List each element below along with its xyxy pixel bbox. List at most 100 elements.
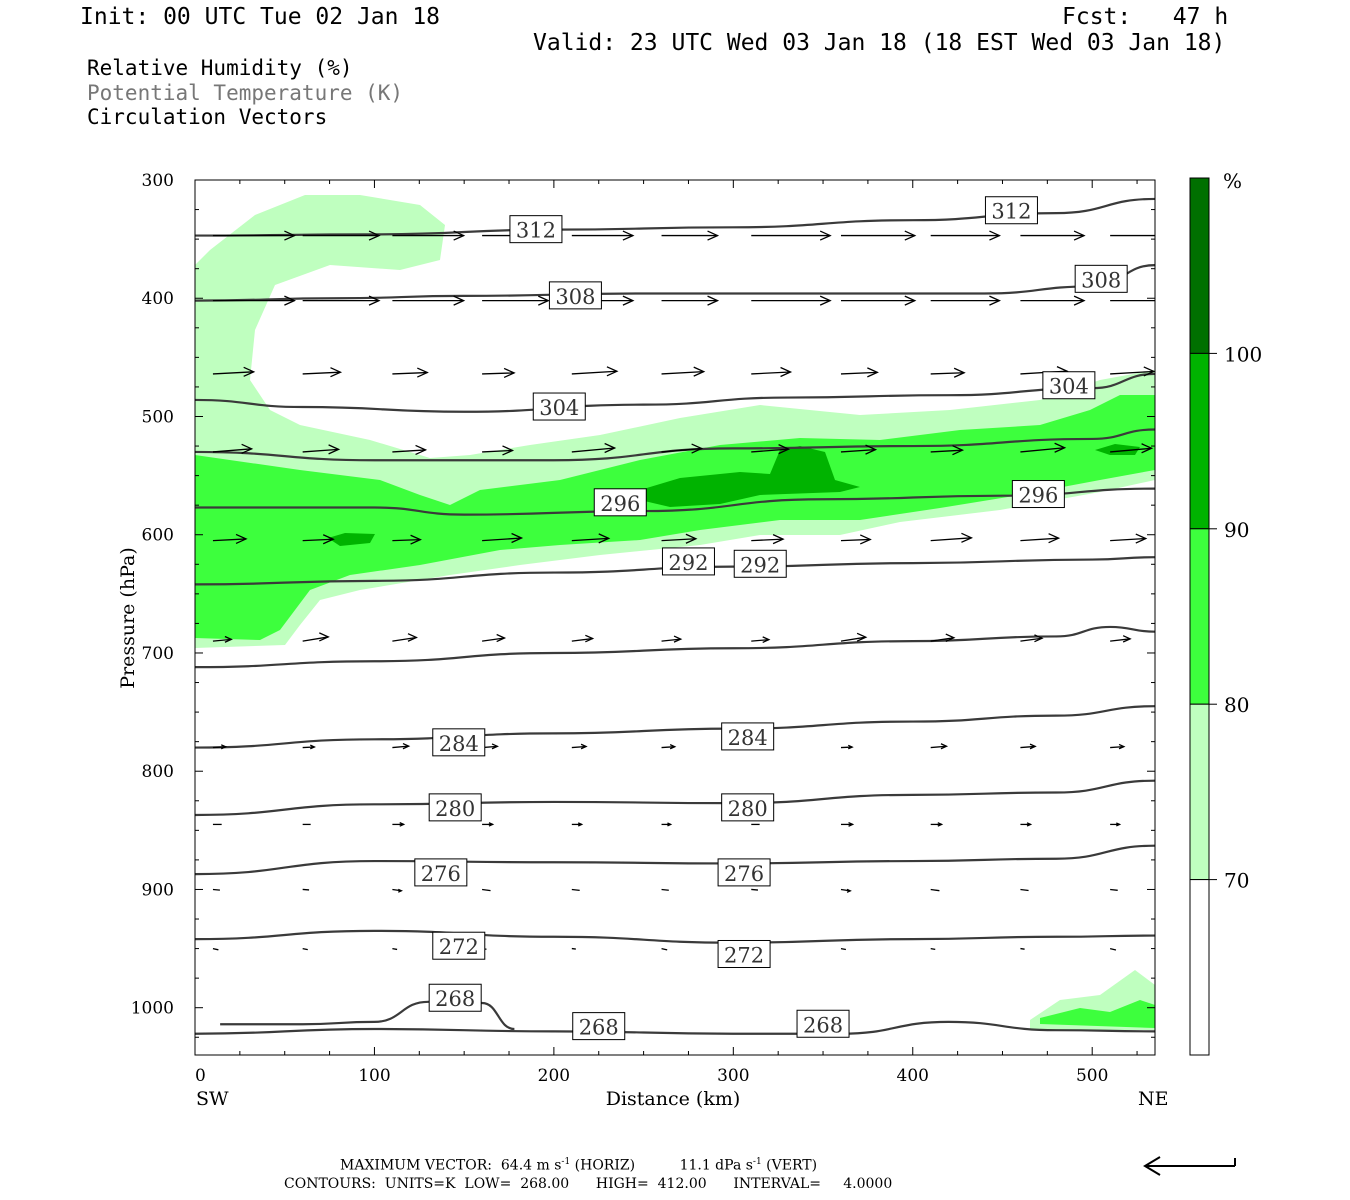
circulation-vector	[212, 947, 219, 951]
theta-contour-296	[195, 487, 1155, 516]
circulation-vector	[751, 371, 791, 375]
circulation-vector	[1020, 537, 1059, 542]
circulation-vector-head	[819, 295, 832, 306]
circulation-vector-head	[989, 295, 1002, 306]
circulation-vector-head	[961, 532, 974, 543]
circulation-vector-head	[1073, 295, 1086, 306]
circulation-vector-head	[1141, 443, 1154, 454]
x-tick-label: 500	[1076, 1066, 1108, 1086]
circulation-vector-head	[410, 534, 422, 545]
circulation-vector-head	[691, 443, 704, 454]
circulation-vector	[302, 636, 329, 642]
circulation-vector-head	[503, 367, 516, 379]
circulation-vector-head	[402, 743, 411, 750]
circulation-vector-head	[1073, 230, 1086, 241]
max-vector-line: MAXIMUM VECTOR: 64.4 m s-1 (HORIZ) 11.1 …	[340, 1157, 817, 1174]
circulation-vector-head	[1034, 634, 1044, 643]
circulation-vector	[840, 746, 853, 749]
theta-contour-296	[195, 428, 1155, 462]
circulation-vector-head	[846, 888, 852, 893]
circulation-vector	[571, 637, 593, 642]
theta-label: 292	[740, 553, 780, 577]
circulation-vector	[482, 637, 505, 642]
circulation-vector	[751, 888, 759, 891]
colorbar-label: 80	[1224, 693, 1249, 717]
theta-label-box	[721, 793, 775, 822]
theta-label-box	[717, 939, 771, 968]
circulation-vector	[212, 888, 220, 891]
circulation-vector	[930, 637, 954, 642]
circulation-vector	[302, 371, 341, 375]
circulation-vector	[571, 537, 609, 542]
circulation-vector-head	[707, 230, 720, 241]
circulation-vector	[930, 537, 972, 542]
colorbar-segment	[1189, 528, 1210, 705]
circulation-vector	[661, 947, 668, 951]
y-tick-label: 700	[142, 644, 174, 664]
rh-90-100-area-ne	[1095, 444, 1140, 455]
circulation-vector-head	[322, 534, 335, 545]
y-tick-label: 500	[142, 407, 174, 427]
legend-potential-temperature: Potential Temperature (K)	[87, 81, 404, 105]
circulation-vector	[392, 449, 426, 453]
circulation-vector	[840, 448, 876, 453]
theta-label: 268	[435, 987, 475, 1011]
colorbar-segment	[1189, 177, 1210, 354]
theta-label: 296	[600, 492, 640, 516]
circulation-vector-head	[685, 533, 698, 544]
colorbar-label: 70	[1224, 869, 1249, 893]
circulation-vector	[1020, 888, 1029, 892]
circulation-vector-head	[585, 634, 595, 643]
circulation-vector-head	[241, 443, 254, 454]
theta-contour-268	[195, 1020, 1155, 1035]
circulation-vector-head	[310, 744, 316, 750]
circulation-vector-head	[707, 295, 720, 306]
max-vector-exponent-2: -1	[752, 1157, 762, 1167]
theta-label-box	[796, 1009, 850, 1038]
potential-temperature-contours	[195, 197, 1155, 1035]
y-tick-label: 800	[142, 762, 174, 782]
circulation-vector-head	[1118, 743, 1126, 750]
reference-vector-icon	[1143, 1156, 1236, 1176]
theta-label-box	[572, 1012, 626, 1041]
circulation-vector-head	[693, 366, 706, 377]
potential-temperature-labels: 312 312 308 308 304 304 296 296 292 292 284 284 280 2…	[414, 196, 1128, 1041]
circulation-vector	[1110, 537, 1146, 542]
circulation-vector-head	[847, 744, 854, 750]
x-tick-label: 300	[717, 1066, 749, 1086]
circulation-vector	[1110, 447, 1152, 453]
colorbar-unit: %	[1223, 169, 1242, 193]
circulation-vector	[930, 372, 965, 375]
theta-label: 276	[421, 862, 461, 886]
circulation-vector-head	[606, 366, 619, 377]
circulation-vector-head	[780, 366, 793, 378]
circulation-vector	[1109, 947, 1117, 951]
circulation-vector	[392, 636, 417, 642]
axes: 0 100 200 300 400 500 300 400 500 600 700 800 900 100…	[131, 171, 1155, 1086]
circulation-vector	[392, 947, 398, 951]
circulation-vector-head	[284, 295, 296, 306]
circulation-vector-head	[772, 534, 785, 545]
circulation-vector	[751, 538, 784, 542]
circulation-vector	[302, 947, 308, 951]
theta-label: 272	[439, 935, 479, 959]
circulation-vector	[212, 448, 252, 453]
max-vector-horiz-text: (HORIZ) 11.1 dPa s	[570, 1157, 753, 1174]
colorbar-label: 90	[1224, 518, 1249, 542]
circulation-vector-head	[368, 295, 381, 306]
circulation-vector	[1020, 947, 1025, 950]
theta-label: 304	[1049, 375, 1089, 399]
y-tick-label: 300	[142, 171, 174, 191]
max-vector-vert-text: (VERT)	[761, 1157, 818, 1174]
circulation-vector	[392, 371, 428, 375]
theta-contour-304	[195, 372, 1155, 413]
theta-label-box	[428, 983, 482, 1012]
circulation-vector	[751, 448, 789, 453]
theta-label: 312	[516, 219, 556, 243]
circulation-vector	[840, 947, 847, 951]
theta-label-box	[721, 722, 775, 751]
circulation-vector-head	[604, 442, 617, 454]
circulation-vector-head	[1159, 296, 1169, 305]
theta-label: 304	[539, 396, 579, 420]
circulation-vector-head	[865, 444, 878, 455]
